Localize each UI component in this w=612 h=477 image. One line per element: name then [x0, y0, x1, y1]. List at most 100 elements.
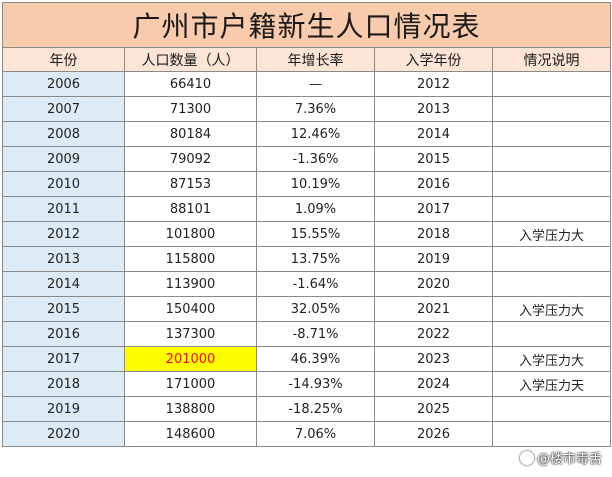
cell-growth-rate[interactable]: 10.19% — [256, 171, 375, 197]
table-row: 2016 137300 -8.71% 2022 — [2, 321, 611, 347]
cell-population[interactable]: 138800 — [124, 396, 257, 422]
cell-year[interactable]: 2010 — [2, 171, 125, 197]
cell-population[interactable]: 148600 — [124, 421, 257, 447]
table-title[interactable]: 广州市户籍新生人口情况表 — [2, 2, 611, 48]
cell-school-year[interactable]: 2020 — [374, 271, 493, 297]
camera-icon — [519, 450, 534, 465]
table-row: 2018 171000 -14.93% 2024 入学压力天 — [2, 371, 611, 397]
cell-note[interactable] — [492, 396, 611, 422]
cell-growth-rate[interactable]: 46.39% — [256, 346, 375, 372]
cell-population[interactable]: 87153 — [124, 171, 257, 197]
cell-note[interactable]: 入学压力天 — [492, 371, 611, 397]
cell-note[interactable] — [492, 121, 611, 147]
population-table: 广州市户籍新生人口情况表 年份 人口数量（人） 年增长率 入学年份 情况说明 2… — [2, 2, 611, 447]
cell-population[interactable]: 66410 — [124, 71, 257, 97]
header-population[interactable]: 人口数量（人） — [124, 47, 257, 72]
cell-growth-rate[interactable]: — — [256, 71, 375, 97]
table-row: 2019 138800 -18.25% 2025 — [2, 396, 611, 422]
cell-year[interactable]: 2007 — [2, 96, 125, 122]
watermark-text: @楼市毒舌 — [536, 452, 602, 467]
cell-population[interactable]: 171000 — [124, 371, 257, 397]
cell-school-year[interactable]: 2015 — [374, 146, 493, 172]
cell-population[interactable]: 88101 — [124, 196, 257, 222]
cell-population[interactable]: 101800 — [124, 221, 257, 247]
cell-year[interactable]: 2018 — [2, 371, 125, 397]
table-row: 2007 71300 7.36% 2013 — [2, 96, 611, 122]
cell-school-year[interactable]: 2023 — [374, 346, 493, 372]
cell-school-year[interactable]: 2012 — [374, 71, 493, 97]
cell-school-year[interactable]: 2019 — [374, 246, 493, 272]
cell-year[interactable]: 2012 — [2, 221, 125, 247]
cell-growth-rate[interactable]: 32.05% — [256, 296, 375, 322]
header-growth-rate[interactable]: 年增长率 — [256, 47, 375, 72]
table-row: 2009 79092 -1.36% 2015 — [2, 146, 611, 172]
cell-note[interactable] — [492, 171, 611, 197]
cell-growth-rate[interactable]: 13.75% — [256, 246, 375, 272]
cell-note[interactable] — [492, 71, 611, 97]
header-note[interactable]: 情况说明 — [492, 47, 611, 72]
cell-school-year[interactable]: 2025 — [374, 396, 493, 422]
cell-population[interactable]: 71300 — [124, 96, 257, 122]
cell-growth-rate[interactable]: 7.36% — [256, 96, 375, 122]
cell-year[interactable]: 2014 — [2, 271, 125, 297]
cell-school-year[interactable]: 2024 — [374, 371, 493, 397]
table-row: 2014 113900 -1.64% 2020 — [2, 271, 611, 297]
cell-note[interactable]: 入学压力大 — [492, 346, 611, 372]
cell-note[interactable] — [492, 246, 611, 272]
cell-note[interactable] — [492, 321, 611, 347]
cell-population[interactable]: 113900 — [124, 271, 257, 297]
cell-growth-rate[interactable]: -8.71% — [256, 321, 375, 347]
cell-population[interactable]: 201000 — [124, 346, 257, 372]
table-row: 2006 66410—2012 — [2, 71, 611, 97]
cell-year[interactable]: 2015 — [2, 296, 125, 322]
cell-school-year[interactable]: 2022 — [374, 321, 493, 347]
cell-population[interactable]: 79092 — [124, 146, 257, 172]
cell-growth-rate[interactable]: 15.55% — [256, 221, 375, 247]
cell-growth-rate[interactable]: -1.64% — [256, 271, 375, 297]
cell-school-year[interactable]: 2018 — [374, 221, 493, 247]
cell-growth-rate[interactable]: -18.25% — [256, 396, 375, 422]
cell-growth-rate[interactable]: 12.46% — [256, 121, 375, 147]
cell-year[interactable]: 2016 — [2, 321, 125, 347]
cell-note[interactable] — [492, 421, 611, 447]
table-row: 2013 115800 13.75% 2019 — [2, 246, 611, 272]
header-school-year[interactable]: 入学年份 — [374, 47, 493, 72]
table-row: 2015 150400 32.05% 2021 入学压力大 — [2, 296, 611, 322]
cell-note[interactable]: 入学压力大 — [492, 296, 611, 322]
cell-year[interactable]: 2009 — [2, 146, 125, 172]
cell-note[interactable] — [492, 96, 611, 122]
cell-year[interactable]: 2019 — [2, 396, 125, 422]
table-row: 2017 201000 46.39% 2023 入学压力大 — [2, 346, 611, 372]
cell-year[interactable]: 2008 — [2, 121, 125, 147]
cell-school-year[interactable]: 2013 — [374, 96, 493, 122]
table-row: 2011 88101 1.09% 2017 — [2, 196, 611, 222]
header-year[interactable]: 年份 — [2, 47, 125, 72]
header-row: 年份 人口数量（人） 年增长率 入学年份 情况说明 — [2, 47, 611, 72]
cell-growth-rate[interactable]: -1.36% — [256, 146, 375, 172]
cell-population[interactable]: 80184 — [124, 121, 257, 147]
cell-note[interactable] — [492, 271, 611, 297]
cell-population[interactable]: 150400 — [124, 296, 257, 322]
cell-note[interactable]: 入学压力大 — [492, 221, 611, 247]
cell-school-year[interactable]: 2016 — [374, 171, 493, 197]
cell-school-year[interactable]: 2021 — [374, 296, 493, 322]
cell-population[interactable]: 137300 — [124, 321, 257, 347]
cell-year[interactable]: 2013 — [2, 246, 125, 272]
cell-growth-rate[interactable]: 7.06% — [256, 421, 375, 447]
cell-note[interactable] — [492, 146, 611, 172]
table-row: 2012 101800 15.55% 2018 入学压力大 — [2, 221, 611, 247]
cell-school-year[interactable]: 2017 — [374, 196, 493, 222]
cell-note[interactable] — [492, 196, 611, 222]
cell-growth-rate[interactable]: 1.09% — [256, 196, 375, 222]
cell-school-year[interactable]: 2014 — [374, 121, 493, 147]
cell-year[interactable]: 2011 — [2, 196, 125, 222]
cell-school-year[interactable]: 2026 — [374, 421, 493, 447]
cell-growth-rate[interactable]: -14.93% — [256, 371, 375, 397]
watermark: @楼市毒舌 — [519, 448, 602, 467]
cell-year[interactable]: 2006 — [2, 71, 125, 97]
table-row: 2020 148600 7.06% 2026 — [2, 421, 611, 447]
cell-year[interactable]: 2020 — [2, 421, 125, 447]
cell-population[interactable]: 115800 — [124, 246, 257, 272]
cell-year[interactable]: 2017 — [2, 346, 125, 372]
